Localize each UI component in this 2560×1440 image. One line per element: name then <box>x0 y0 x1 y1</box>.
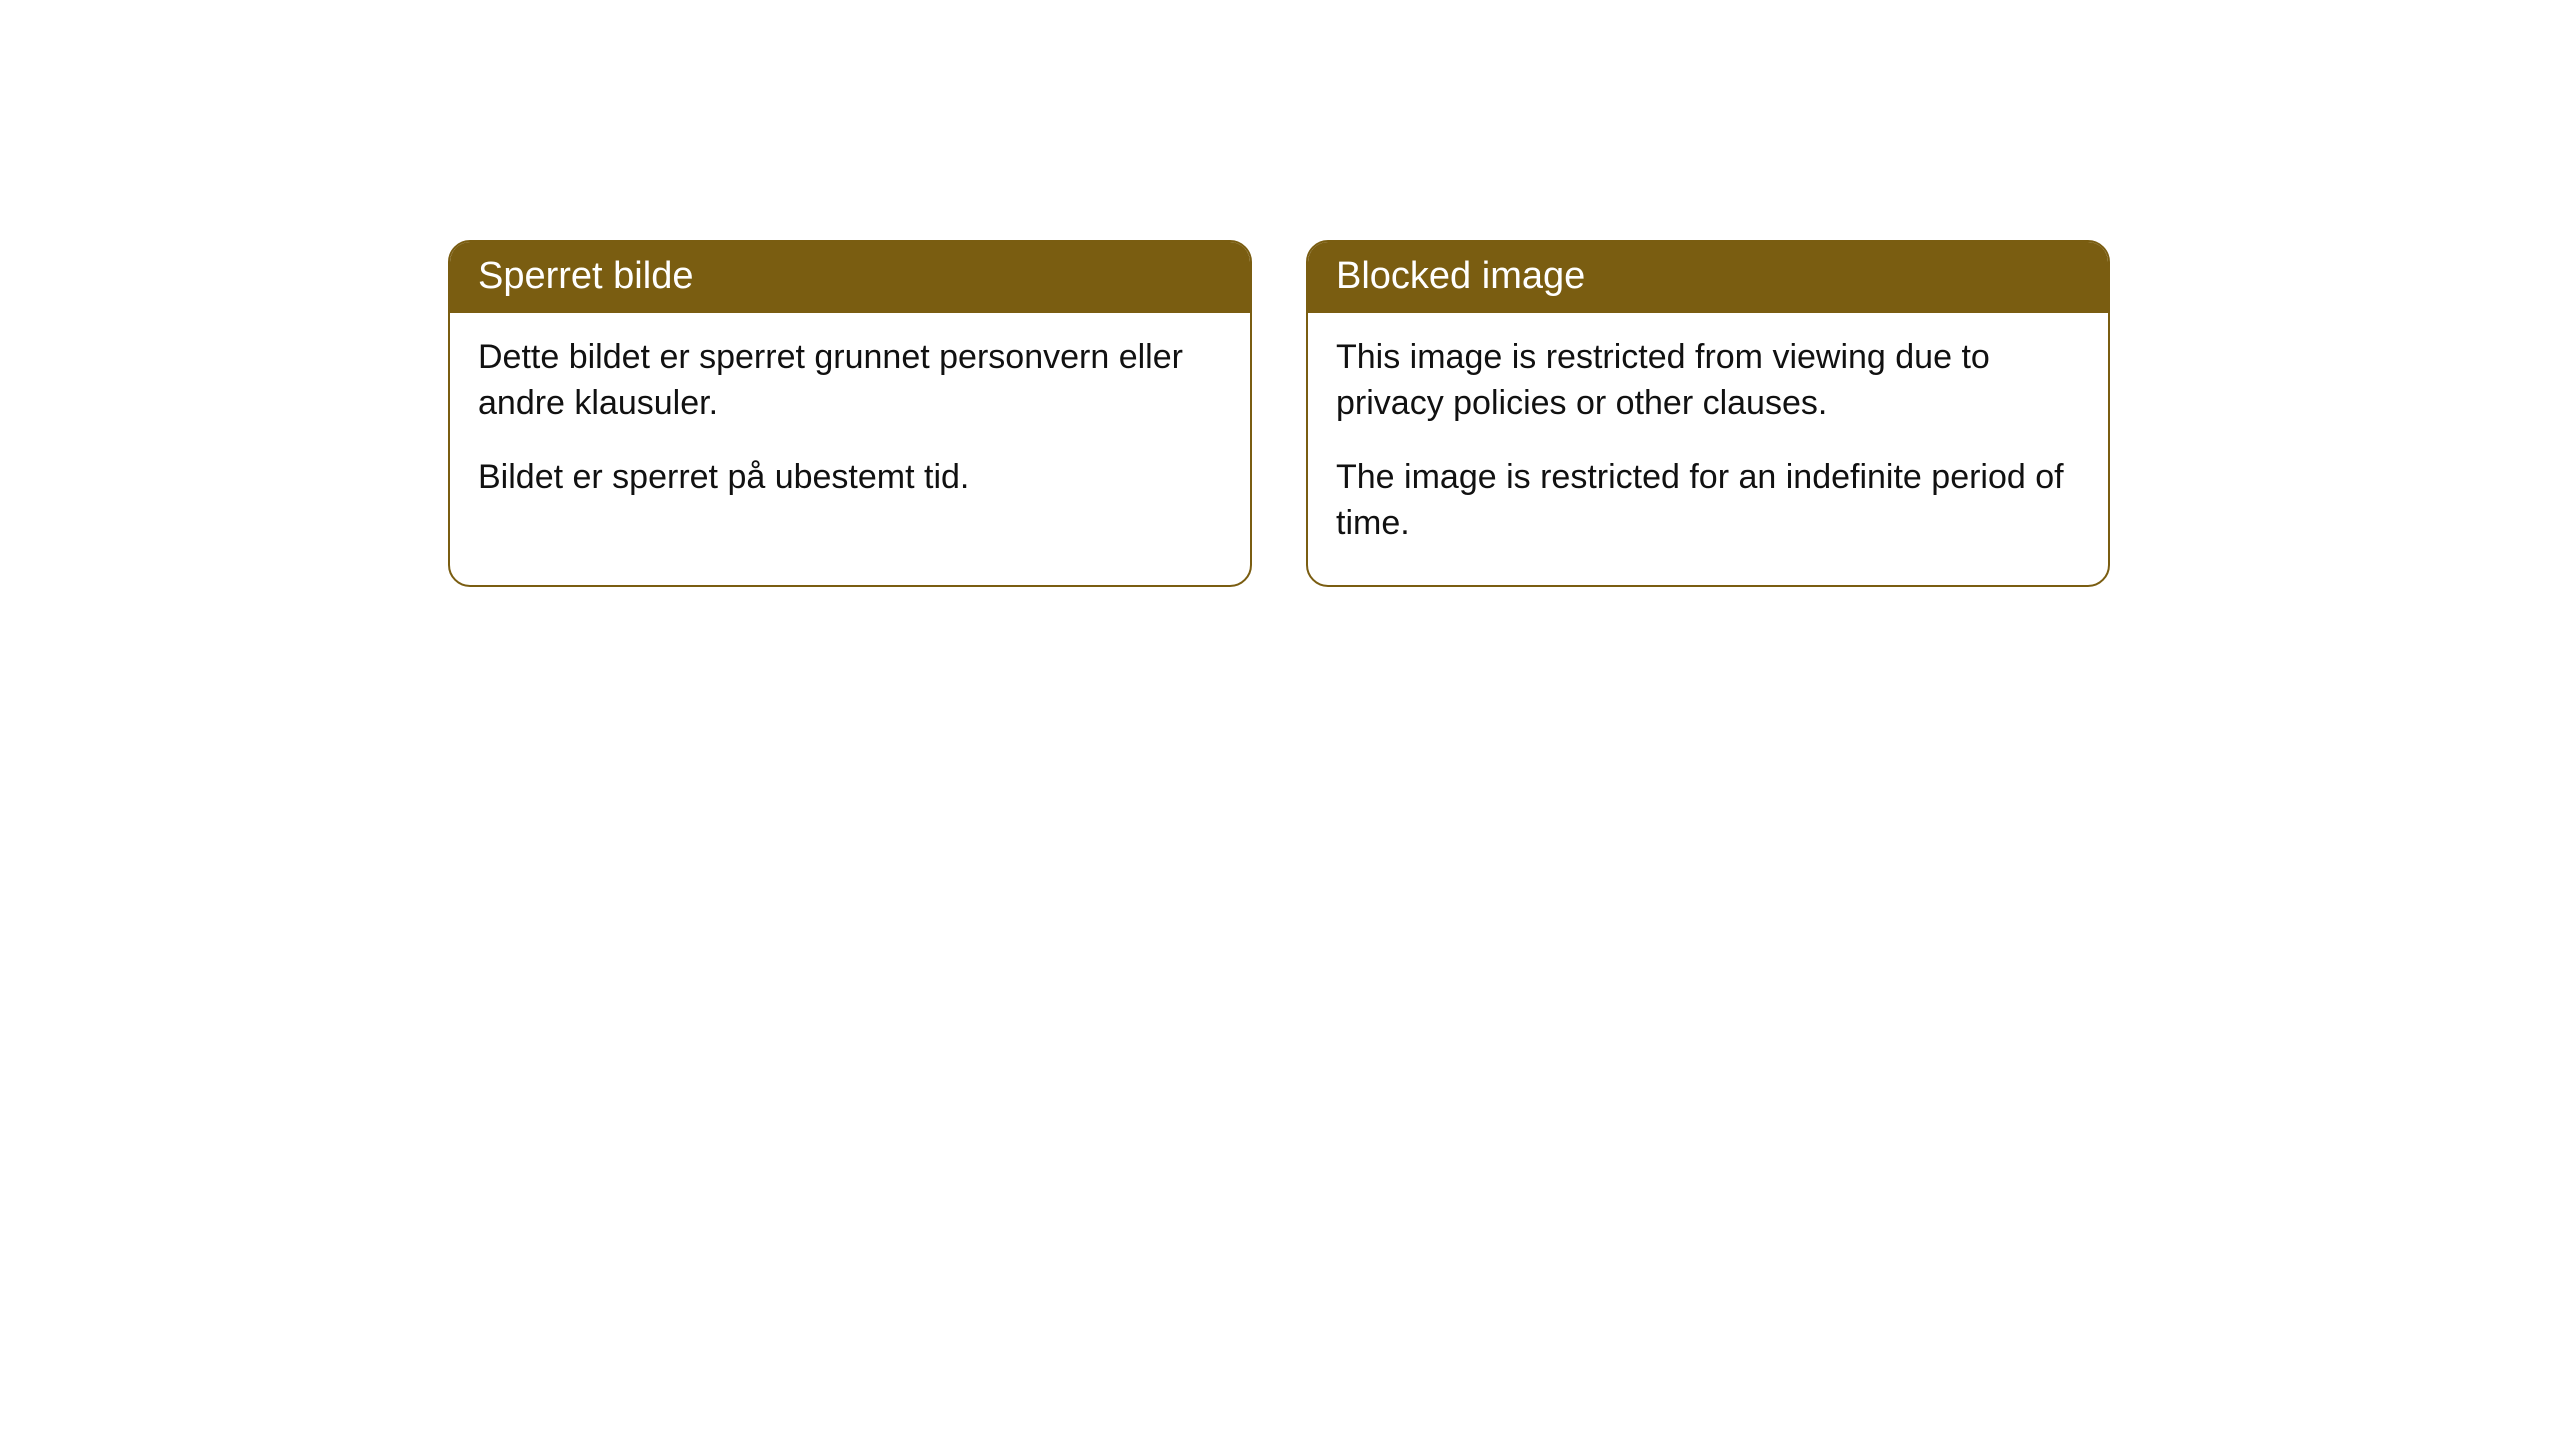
card-body-norwegian: Dette bildet er sperret grunnet personve… <box>450 313 1250 539</box>
card-paragraph-english-1: This image is restricted from viewing du… <box>1336 335 2080 427</box>
notice-cards-container: Sperret bilde Dette bildet er sperret gr… <box>448 240 2110 587</box>
card-title-norwegian: Sperret bilde <box>478 255 693 297</box>
blocked-image-card-norwegian: Sperret bilde Dette bildet er sperret gr… <box>448 240 1252 587</box>
blocked-image-card-english: Blocked image This image is restricted f… <box>1306 240 2110 587</box>
card-header-norwegian: Sperret bilde <box>450 242 1250 313</box>
card-paragraph-norwegian-1: Dette bildet er sperret grunnet personve… <box>478 335 1222 427</box>
card-body-english: This image is restricted from viewing du… <box>1308 313 2108 585</box>
card-header-english: Blocked image <box>1308 242 2108 313</box>
card-paragraph-english-2: The image is restricted for an indefinit… <box>1336 455 2080 547</box>
card-paragraph-norwegian-2: Bildet er sperret på ubestemt tid. <box>478 455 1222 501</box>
card-title-english: Blocked image <box>1336 255 1585 297</box>
